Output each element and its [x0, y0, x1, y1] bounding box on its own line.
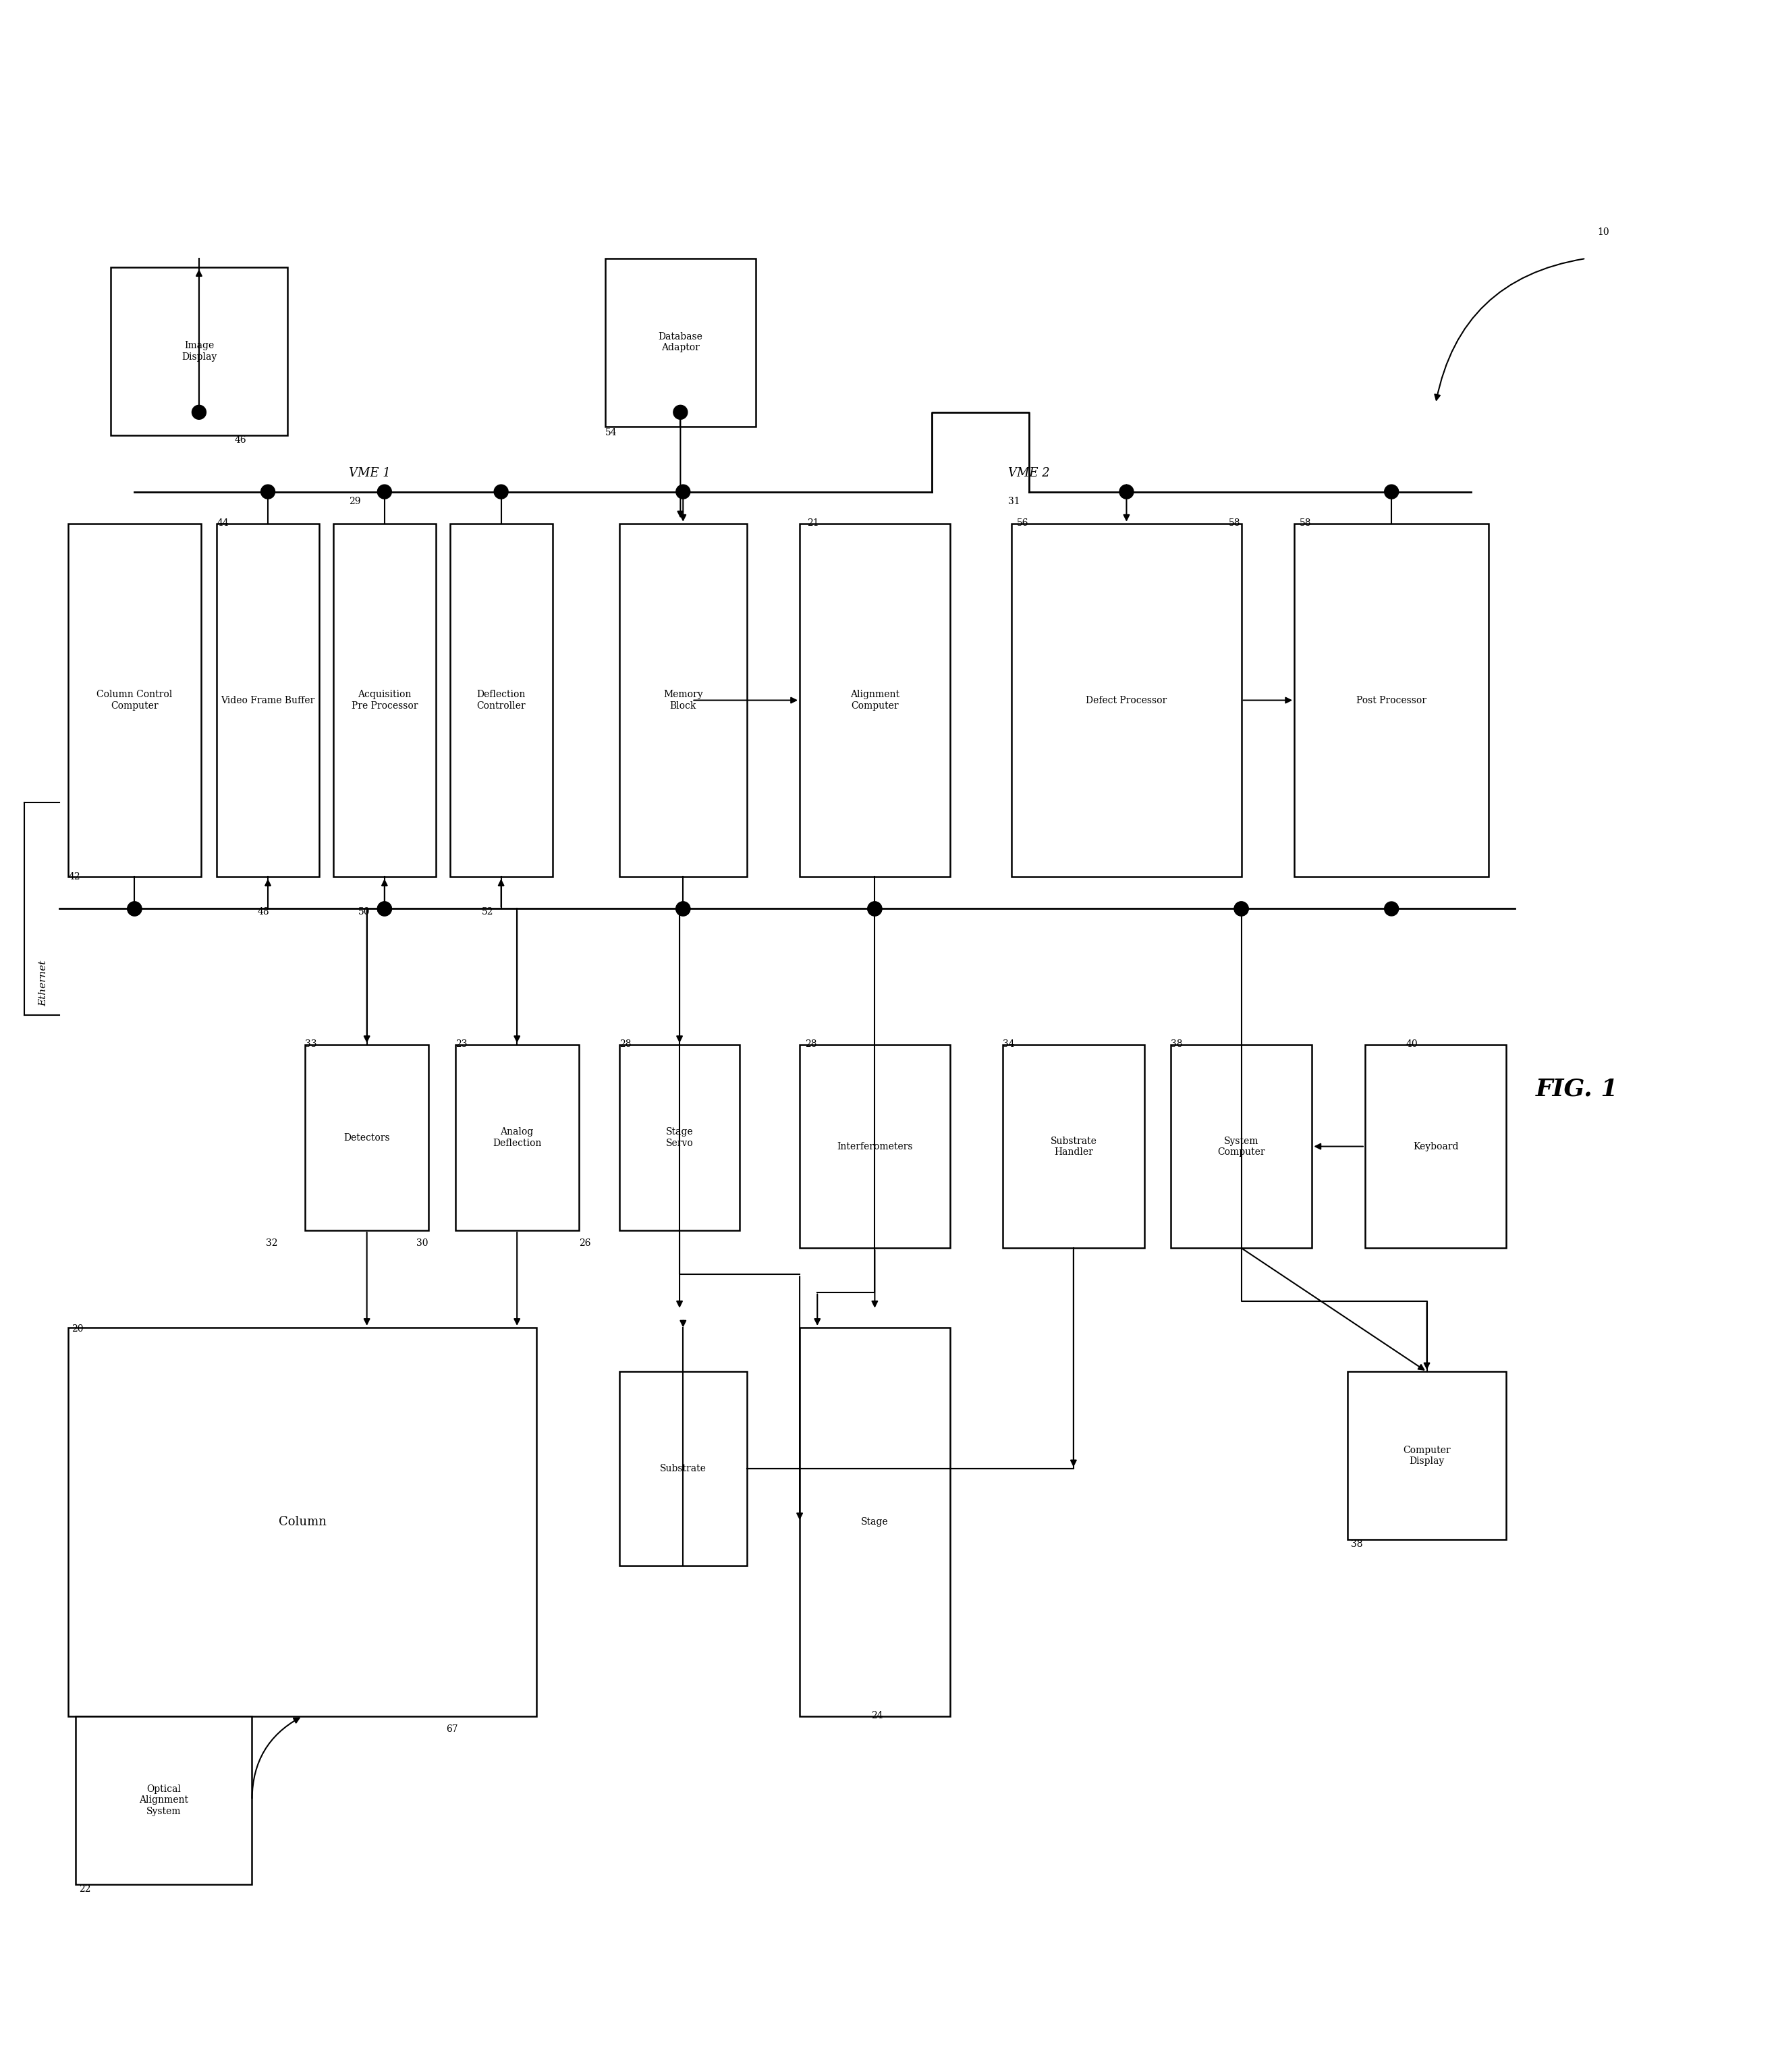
Text: 67: 67: [446, 1724, 458, 1734]
Text: 29: 29: [350, 497, 361, 506]
Bar: [1170, 1044, 1312, 1247]
Text: Column: Column: [279, 1517, 327, 1527]
Text: 58: 58: [1229, 518, 1241, 528]
Text: Interferometers: Interferometers: [836, 1142, 913, 1152]
Circle shape: [673, 406, 687, 419]
Text: 28: 28: [805, 1040, 817, 1048]
Circle shape: [192, 406, 206, 419]
Bar: [620, 1044, 739, 1231]
Text: Column Control
Computer: Column Control Computer: [96, 690, 172, 711]
Circle shape: [128, 901, 142, 916]
Text: 58: 58: [1300, 518, 1311, 528]
Text: 52: 52: [481, 908, 494, 916]
Text: 46: 46: [234, 435, 247, 445]
Text: 26: 26: [579, 1239, 591, 1247]
Text: 33: 33: [305, 1040, 316, 1048]
Text: Defect Processor: Defect Processor: [1085, 696, 1167, 704]
Circle shape: [128, 901, 142, 916]
Text: 28: 28: [620, 1040, 630, 1048]
Bar: [334, 524, 435, 876]
Text: Substrate
Handler: Substrate Handler: [1050, 1135, 1098, 1156]
Bar: [799, 1044, 950, 1247]
Text: 56: 56: [1018, 518, 1028, 528]
Circle shape: [494, 485, 508, 499]
Text: Computer
Display: Computer Display: [1403, 1446, 1451, 1465]
Text: 38: 38: [1170, 1040, 1183, 1048]
Text: Video Frame Buffer: Video Frame Buffer: [220, 696, 314, 704]
Circle shape: [677, 901, 691, 916]
Text: 54: 54: [606, 429, 618, 437]
Bar: [455, 1044, 579, 1231]
Circle shape: [1385, 485, 1398, 499]
Circle shape: [1234, 901, 1249, 916]
Bar: [67, 1328, 536, 1716]
Bar: [110, 267, 288, 435]
Circle shape: [868, 901, 883, 916]
Text: FIG. 1: FIG. 1: [1536, 1077, 1618, 1100]
Text: 48: 48: [258, 908, 270, 916]
Bar: [305, 1044, 428, 1231]
Circle shape: [261, 485, 275, 499]
Circle shape: [677, 901, 691, 916]
Text: Post Processor: Post Processor: [1357, 696, 1426, 704]
Text: 32: 32: [266, 1239, 279, 1247]
Text: VME 1: VME 1: [350, 468, 391, 479]
Bar: [1012, 524, 1241, 876]
Bar: [1366, 1044, 1506, 1247]
Text: 21: 21: [806, 518, 819, 528]
Text: Stage: Stage: [861, 1517, 888, 1527]
Bar: [75, 1716, 252, 1883]
Text: 20: 20: [71, 1324, 83, 1334]
Text: Memory
Block: Memory Block: [662, 690, 703, 711]
Text: Detectors: Detectors: [345, 1133, 391, 1142]
Text: Database
Adaptor: Database Adaptor: [659, 332, 703, 352]
Circle shape: [378, 485, 391, 499]
Text: Ethernet: Ethernet: [39, 959, 48, 1007]
Text: 40: 40: [1405, 1040, 1417, 1048]
Text: 50: 50: [359, 908, 369, 916]
Text: Alignment
Computer: Alignment Computer: [851, 690, 899, 711]
Text: 44: 44: [217, 518, 229, 528]
Text: 23: 23: [455, 1040, 467, 1048]
Text: Image
Display: Image Display: [181, 342, 217, 361]
Bar: [1003, 1044, 1144, 1247]
Bar: [1295, 524, 1488, 876]
Text: 22: 22: [78, 1883, 91, 1894]
Text: Stage
Servo: Stage Servo: [666, 1127, 693, 1148]
Text: Acquisition
Pre Processor: Acquisition Pre Processor: [352, 690, 417, 711]
Circle shape: [1234, 901, 1249, 916]
Circle shape: [677, 485, 691, 499]
Circle shape: [378, 901, 391, 916]
Text: 24: 24: [872, 1711, 883, 1720]
Bar: [620, 1372, 746, 1566]
Bar: [799, 524, 950, 876]
Bar: [799, 1328, 950, 1716]
Text: Deflection
Controller: Deflection Controller: [476, 690, 526, 711]
Text: 10: 10: [1598, 228, 1609, 236]
Bar: [67, 524, 201, 876]
Circle shape: [378, 901, 391, 916]
Text: 31: 31: [1009, 497, 1019, 506]
Circle shape: [868, 901, 883, 916]
Text: Substrate: Substrate: [661, 1465, 707, 1473]
Bar: [606, 259, 755, 427]
Text: Optical
Alignment
System: Optical Alignment System: [139, 1784, 188, 1815]
Text: 42: 42: [67, 872, 80, 881]
Bar: [1348, 1372, 1506, 1539]
Text: 34: 34: [1003, 1040, 1014, 1048]
Bar: [217, 524, 320, 876]
Bar: [449, 524, 552, 876]
Text: 30: 30: [416, 1239, 428, 1247]
Text: System
Computer: System Computer: [1218, 1135, 1265, 1156]
Circle shape: [1119, 485, 1133, 499]
Text: Analog
Deflection: Analog Deflection: [492, 1127, 542, 1148]
Text: 38: 38: [1352, 1539, 1362, 1550]
Bar: [620, 524, 746, 876]
Circle shape: [1385, 901, 1398, 916]
Text: Keyboard: Keyboard: [1414, 1142, 1458, 1152]
Text: VME 2: VME 2: [1009, 468, 1050, 479]
